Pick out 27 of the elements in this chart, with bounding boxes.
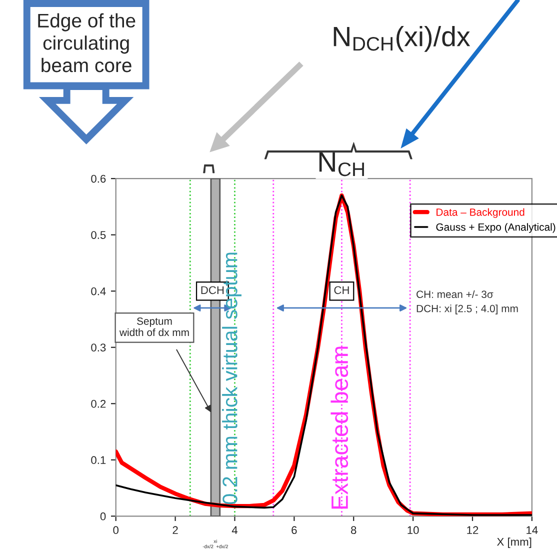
- y-tick-label: 0.1: [91, 456, 106, 464]
- x-tick-label: 8: [351, 526, 356, 534]
- x-tick-label: 12: [467, 526, 478, 534]
- annotation: Septum width of dx mm: [119, 317, 189, 336]
- y-tick-label: 0: [100, 512, 106, 520]
- y-tick-label: 0.2: [91, 400, 106, 408]
- y-tick-label: 0.5: [91, 231, 106, 239]
- x-tick-label: 6: [292, 526, 297, 534]
- x-tick-label: 4: [232, 526, 238, 534]
- x-tick-label: 10: [408, 526, 419, 534]
- x-tick-label: 14: [526, 526, 538, 534]
- text: N$_{DCH}$(xi)/dx: [334, 26, 470, 52]
- y-tick-label: 0.3: [91, 344, 106, 352]
- x-tick-label: 0: [113, 526, 119, 534]
- annotation: CH: mean +/- 3σ DCH: xi [2.5 ; 4.0] mm: [416, 290, 518, 314]
- y-tick-label: 0.6: [91, 174, 106, 183]
- x-tick-label: 2: [172, 526, 178, 534]
- ref-line-label: Extracted beam: [330, 346, 348, 509]
- annotation: DCH: [201, 286, 224, 294]
- annotation: CH: [334, 286, 349, 294]
- legend-label: Gauss + Expo (Analytical): [436, 223, 556, 233]
- y-tick-label: 0.4: [91, 287, 106, 296]
- text: N$_{CH}$: [319, 152, 364, 176]
- text: Edge of the circulating beam core: [38, 13, 136, 72]
- band-label: 0.2 mm thick virtual septum: [222, 252, 242, 504]
- x-axis-title: X [mm]: [497, 538, 532, 548]
- legend-label: Data – Background: [436, 208, 524, 218]
